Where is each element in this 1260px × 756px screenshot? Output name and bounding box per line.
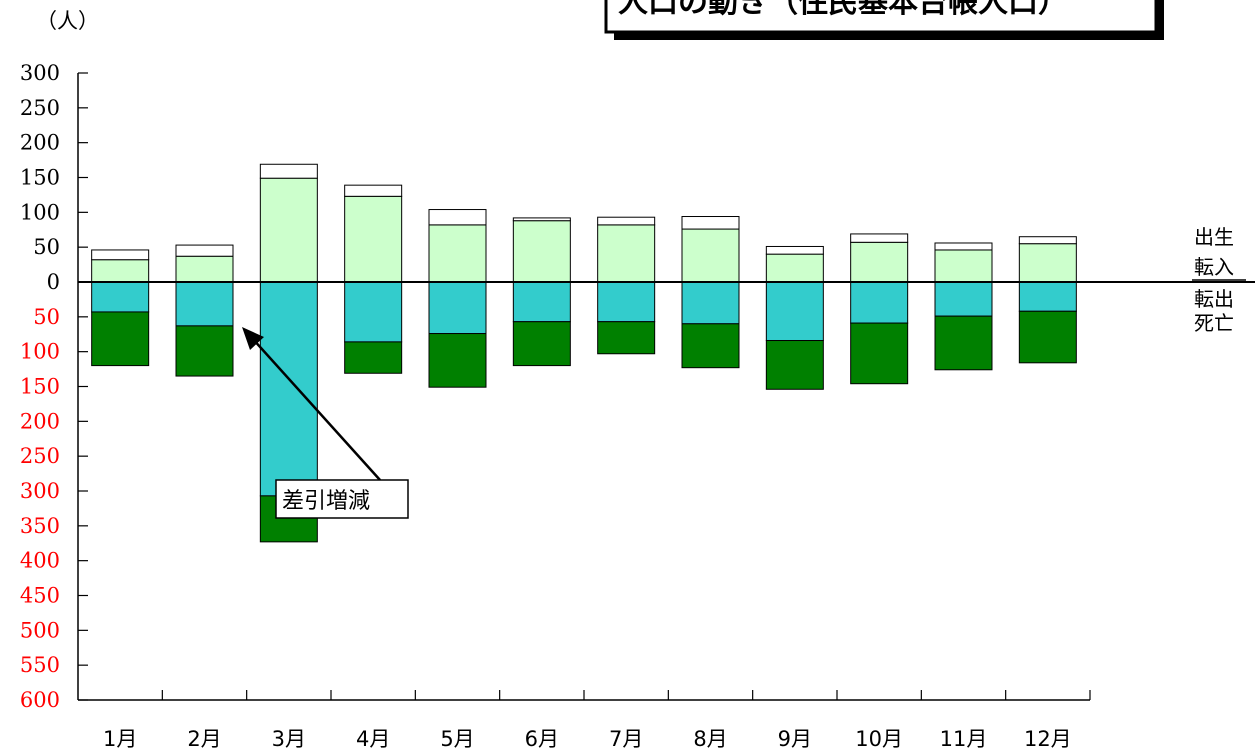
x-tick-label: 1月 <box>103 727 137 751</box>
bar-segment <box>512 217 571 222</box>
annotation-arrowhead <box>242 327 264 350</box>
x-tick-label: 3月 <box>272 727 306 751</box>
bar-segment <box>1018 310 1077 364</box>
bar-segment <box>175 281 234 327</box>
x-tick-label: 12月 <box>1024 727 1072 751</box>
bar-segment <box>175 255 234 283</box>
bar-segment <box>1018 281 1077 312</box>
annotation-arrow <box>251 337 381 481</box>
y-tick-label: 0 <box>47 270 60 294</box>
bar-segment <box>765 340 824 390</box>
x-tick-label: 6月 <box>525 727 559 751</box>
bar-segment <box>597 281 656 323</box>
x-tick-label: 5月 <box>440 727 474 751</box>
y-tick-label: 600 <box>20 688 60 712</box>
legend-label-move-out: 転出 <box>1194 287 1234 311</box>
x-tick-label: 8月 <box>693 727 727 751</box>
bar-segment <box>512 321 571 367</box>
bar-segment <box>597 224 656 283</box>
bar-segment <box>850 322 909 385</box>
bar-segment <box>1018 236 1077 245</box>
annotation-box <box>275 479 409 519</box>
y-tick-label: 400 <box>20 549 60 573</box>
annotation-text: 差引増減 <box>282 489 370 514</box>
bar-segment <box>428 209 487 226</box>
y-tick-label: 250 <box>20 96 60 120</box>
chart-title: 人口の動き（住民基本台帳人口） <box>618 0 1068 20</box>
y-unit-label: （人） <box>36 9 99 33</box>
y-tick-label: 200 <box>20 131 60 155</box>
x-tick-label: 4月 <box>356 727 390 751</box>
x-tick-label: 9月 <box>778 727 812 751</box>
bar-segment <box>175 244 234 257</box>
y-tick-label: 50 <box>33 235 60 259</box>
bar-segment <box>597 216 656 226</box>
y-tick-label: 100 <box>20 340 60 364</box>
bar-segment <box>91 311 150 367</box>
bar-segment <box>765 245 824 255</box>
bar-segment <box>765 281 824 342</box>
bar-segment <box>344 341 403 374</box>
y-tick-label: 500 <box>20 618 60 642</box>
bar-segment <box>850 233 909 243</box>
y-tick-label: 550 <box>20 653 60 677</box>
bar-segment <box>91 259 150 283</box>
bar-segment <box>259 281 318 497</box>
net-change-annotation: 差引増減 <box>242 327 409 519</box>
bar-segment <box>934 249 993 283</box>
x-tick-label: 10月 <box>855 727 903 751</box>
x-tick-label: 11月 <box>940 727 988 751</box>
bar-segment <box>428 333 487 388</box>
bar-segment <box>428 281 487 335</box>
x-tick-label: 7月 <box>609 727 643 751</box>
bar-segment <box>934 281 993 317</box>
bar-segment <box>344 195 403 283</box>
legend-label-move-in: 転入 <box>1194 255 1234 279</box>
bar-series <box>91 163 1077 543</box>
bar-segment <box>934 315 993 371</box>
y-tick-label: 350 <box>20 514 60 538</box>
y-axis-ticks: 3002502001501005005010015020025030035040… <box>20 61 88 712</box>
y-tick-label: 300 <box>20 61 60 85</box>
bar-segment <box>91 249 150 261</box>
chart-title-box: 人口の動き（住民基本台帳人口） <box>604 0 1164 40</box>
bar-segment <box>765 253 824 283</box>
bar-segment <box>1018 243 1077 283</box>
y-tick-label: 300 <box>20 479 60 503</box>
bar-segment <box>428 224 487 283</box>
bar-segment <box>850 241 909 283</box>
y-tick-label: 100 <box>20 200 60 224</box>
bar-segment <box>91 281 150 313</box>
y-tick-label: 250 <box>20 444 60 468</box>
bar-segment <box>259 163 318 179</box>
legend: 出生 転入 転出 死亡 <box>1192 225 1246 335</box>
bar-segment <box>344 281 403 343</box>
bar-segment <box>259 177 318 283</box>
bar-segment <box>512 220 571 283</box>
y-tick-label: 150 <box>20 375 60 399</box>
bar-segment <box>681 228 740 283</box>
bar-segment <box>681 281 740 325</box>
y-tick-label: 150 <box>20 166 60 190</box>
x-tick-label: 2月 <box>187 727 221 751</box>
legend-label-death: 死亡 <box>1194 311 1234 335</box>
y-tick-label: 450 <box>20 584 60 608</box>
x-axis-ticks: 1月 2月 3月 4月 5月 6月 7月 8月 9月 10月 11月 12月 <box>103 690 1091 751</box>
y-tick-label: 200 <box>20 409 60 433</box>
bar-segment <box>934 242 993 251</box>
bar-segment <box>344 184 403 197</box>
y-tick-label: 50 <box>33 305 60 329</box>
bar-segment <box>175 325 234 377</box>
legend-label-birth: 出生 <box>1194 225 1234 249</box>
bar-segment <box>512 281 571 323</box>
bar-segment <box>681 323 740 369</box>
bar-segment <box>597 321 656 355</box>
bar-segment <box>681 216 740 230</box>
bar-segment <box>850 281 909 324</box>
